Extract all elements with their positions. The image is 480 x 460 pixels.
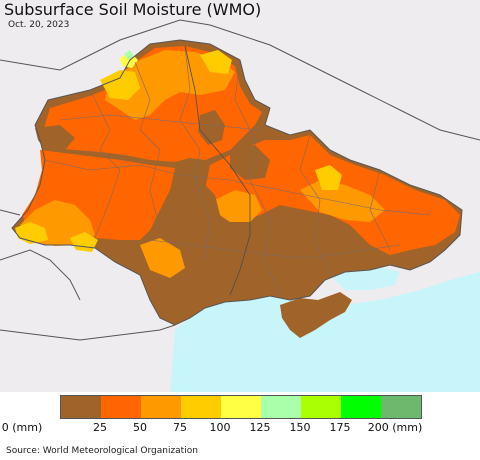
legend-label: 150: [290, 421, 311, 434]
legend-swatch: [141, 396, 181, 418]
legend-swatch: [261, 396, 301, 418]
legend-label: 125: [250, 421, 271, 434]
legend-label: 0 (mm): [2, 421, 43, 434]
legend-swatch: [101, 396, 141, 418]
legend-label: 100: [210, 421, 231, 434]
legend-swatch: [301, 396, 341, 418]
legend-label: 50: [133, 421, 147, 434]
soil-moisture-map: [0, 0, 480, 392]
color-legend: [60, 395, 422, 419]
legend-labels: 0 (mm) 25 50 75 100 125 150 175 200 (mm): [0, 421, 480, 435]
legend-swatch: [61, 396, 101, 418]
legend-label: 200 (mm): [368, 421, 423, 434]
source-credit: Source: World Meteorological Organizatio…: [6, 446, 198, 456]
legend-swatch: [181, 396, 221, 418]
legend-swatch: [381, 396, 421, 418]
legend-label: 25: [93, 421, 107, 434]
legend-swatch: [341, 396, 381, 418]
legend-label: 175: [330, 421, 351, 434]
legend-swatch: [221, 396, 261, 418]
map-title: Subsurface Soil Moisture (WMO): [4, 0, 261, 19]
map-date: Oct. 20, 2023: [8, 20, 69, 30]
legend-label: 75: [173, 421, 187, 434]
